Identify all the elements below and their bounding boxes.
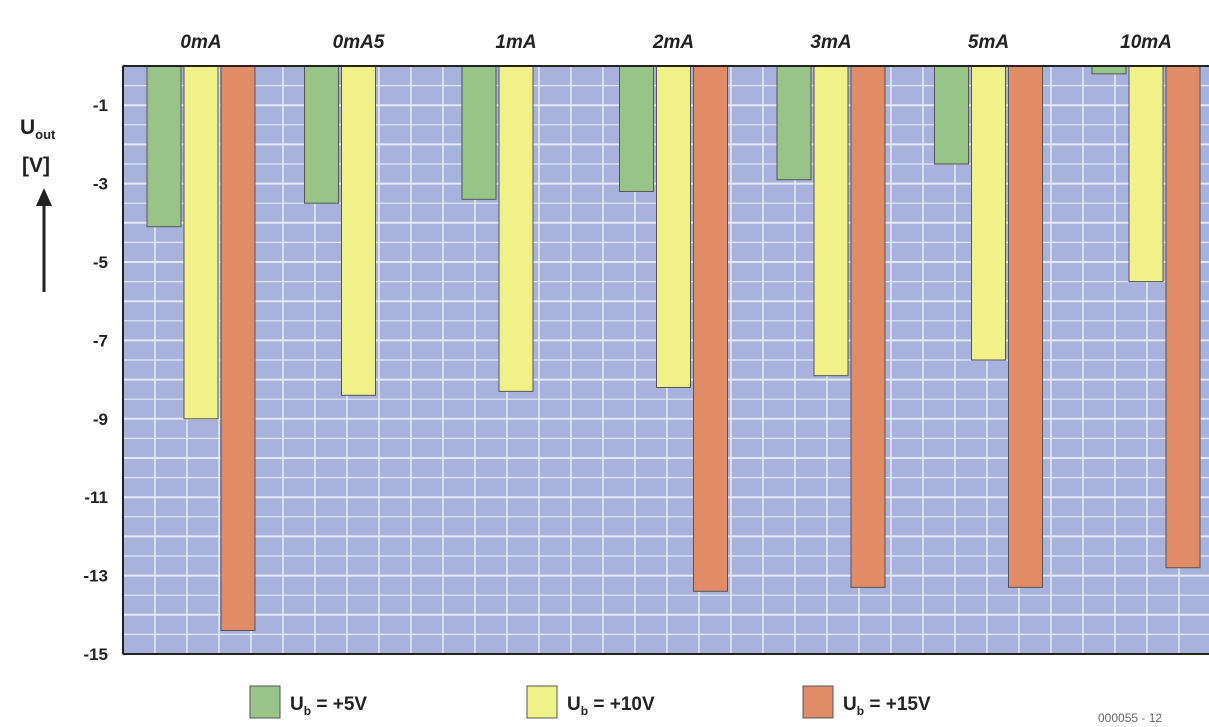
y-tick-label: -13 xyxy=(83,567,108,586)
bar xyxy=(776,65,812,181)
category-label: 0mA xyxy=(180,32,221,53)
bar xyxy=(1128,65,1164,283)
category-label: 0mA5 xyxy=(333,32,385,53)
legend: Ub = +5V Ub = +10V Ub = +15V xyxy=(249,685,931,719)
bar xyxy=(693,65,728,592)
bar xyxy=(971,65,1006,361)
legend-swatch xyxy=(802,685,834,719)
y-axis-title-main: Uout xyxy=(20,116,56,142)
bar xyxy=(341,65,376,396)
legend-swatch xyxy=(249,685,281,719)
figure-code: 000055 - 12 xyxy=(1098,711,1162,725)
bars xyxy=(146,65,1201,631)
bar xyxy=(850,65,886,588)
y-tick-label: -15 xyxy=(83,645,108,664)
bar xyxy=(813,65,849,377)
y-axis-title-sub: out xyxy=(35,127,56,142)
bar xyxy=(220,65,256,631)
bar xyxy=(1091,65,1127,75)
y-tick-label: -7 xyxy=(93,331,108,350)
legend-label: Ub = +10V xyxy=(567,694,655,718)
bar xyxy=(461,65,497,200)
category-label: 3mA xyxy=(810,32,851,53)
legend-label: Ub = +5V xyxy=(290,694,367,718)
y-axis-title: Uout [V] xyxy=(20,116,56,292)
bar xyxy=(1165,65,1201,569)
legend-label: Ub = +15V xyxy=(843,694,931,718)
category-label: 5mA xyxy=(968,32,1009,53)
category-label: 2mA xyxy=(652,32,694,53)
bar xyxy=(304,65,339,204)
bar xyxy=(656,65,691,388)
y-tick-label: -5 xyxy=(93,253,108,272)
y-tick-label: -1 xyxy=(93,96,108,115)
category-label: 1mA xyxy=(495,32,536,53)
category-labels: 0mA 0mA5 1mA 2mA 3mA 5mA 10mA xyxy=(180,32,1171,53)
y-axis-arrowhead-icon xyxy=(36,188,52,206)
y-tick-labels: -1 -3 -5 -7 -9 -11 -13 -15 xyxy=(83,96,108,664)
bar xyxy=(183,65,219,420)
bar xyxy=(934,65,969,165)
bar xyxy=(146,65,182,228)
bar xyxy=(1008,65,1043,588)
legend-swatch xyxy=(526,685,558,719)
y-tick-label: -9 xyxy=(93,410,108,429)
y-tick-label: -11 xyxy=(84,488,108,507)
y-tick-label: -3 xyxy=(93,175,108,194)
bar xyxy=(498,65,534,392)
y-axis-title-unit: [V] xyxy=(22,154,50,177)
bar xyxy=(619,65,654,192)
category-label: 10mA xyxy=(1120,32,1172,53)
